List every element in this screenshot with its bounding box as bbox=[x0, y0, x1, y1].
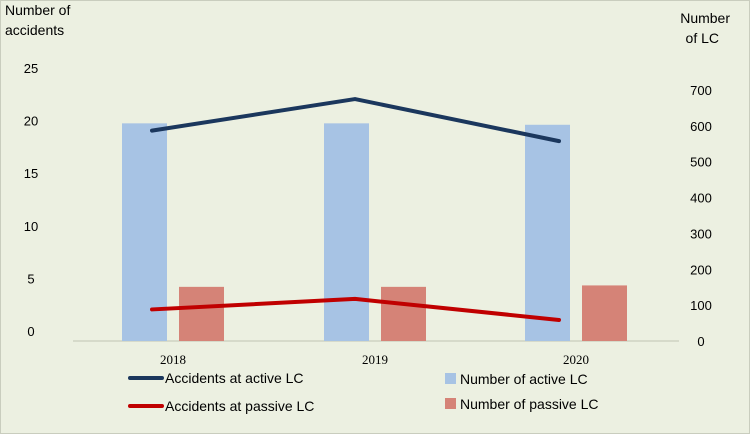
left-tick-label: 5 bbox=[27, 271, 34, 286]
left-tick-label: 25 bbox=[24, 61, 38, 76]
bar-passive-lc bbox=[582, 285, 627, 341]
category-labels: 2018 2019 2020 bbox=[160, 352, 589, 367]
left-tick-label: 10 bbox=[24, 219, 38, 234]
category-label: 2019 bbox=[362, 352, 388, 367]
legend-entry: Accidents at active LC bbox=[165, 370, 304, 386]
right-axis-label-line-2: of LC bbox=[686, 30, 719, 46]
bar-passive-lc bbox=[179, 286, 224, 341]
right-tick-label: 700 bbox=[690, 83, 712, 98]
right-tick-label: 500 bbox=[690, 155, 712, 170]
right-tick-label: 200 bbox=[690, 262, 712, 277]
bar-active-lc bbox=[122, 123, 167, 342]
bar-passive-lc bbox=[381, 286, 426, 341]
line-accidents-active-lc bbox=[150, 97, 561, 144]
line-accidents-passive-lc bbox=[150, 296, 561, 322]
legend-bar-swatch bbox=[445, 373, 456, 384]
right-tick-label: 300 bbox=[690, 226, 712, 241]
left-axis-label-line-2: accidents bbox=[5, 22, 64, 38]
right-axis-label-line-1: Number bbox=[680, 10, 730, 26]
left-tick-label: 15 bbox=[24, 166, 38, 181]
bar-active-lc bbox=[324, 123, 369, 342]
category-label: 2020 bbox=[563, 352, 589, 367]
axis-labels: Number of accidents Number of LC bbox=[5, 2, 730, 46]
left-tick-labels: 0 5 10 15 20 25 bbox=[24, 61, 38, 339]
bars bbox=[122, 123, 627, 342]
right-tick-label: 100 bbox=[690, 298, 712, 313]
legend-entry: Accidents at passive LC bbox=[165, 398, 314, 414]
category-label: 2018 bbox=[160, 352, 186, 367]
legend-entry: Number of active LC bbox=[460, 371, 588, 387]
left-tick-label: 20 bbox=[24, 114, 38, 129]
right-tick-label: 600 bbox=[690, 119, 712, 134]
legend-bar-swatch bbox=[445, 398, 456, 409]
series-lines bbox=[150, 97, 561, 322]
left-tick-label: 0 bbox=[27, 324, 34, 339]
right-tick-label: 400 bbox=[690, 191, 712, 206]
left-axis-label-line-1: Number of bbox=[5, 2, 70, 18]
right-tick-labels: 0 100 200 300 400 500 600 700 bbox=[690, 83, 712, 349]
legend: Accidents at active LC Accidents at passi… bbox=[128, 370, 599, 414]
right-tick-label: 0 bbox=[697, 334, 704, 349]
bar-active-lc bbox=[525, 124, 570, 341]
legend-entry: Number of passive LC bbox=[460, 396, 599, 412]
